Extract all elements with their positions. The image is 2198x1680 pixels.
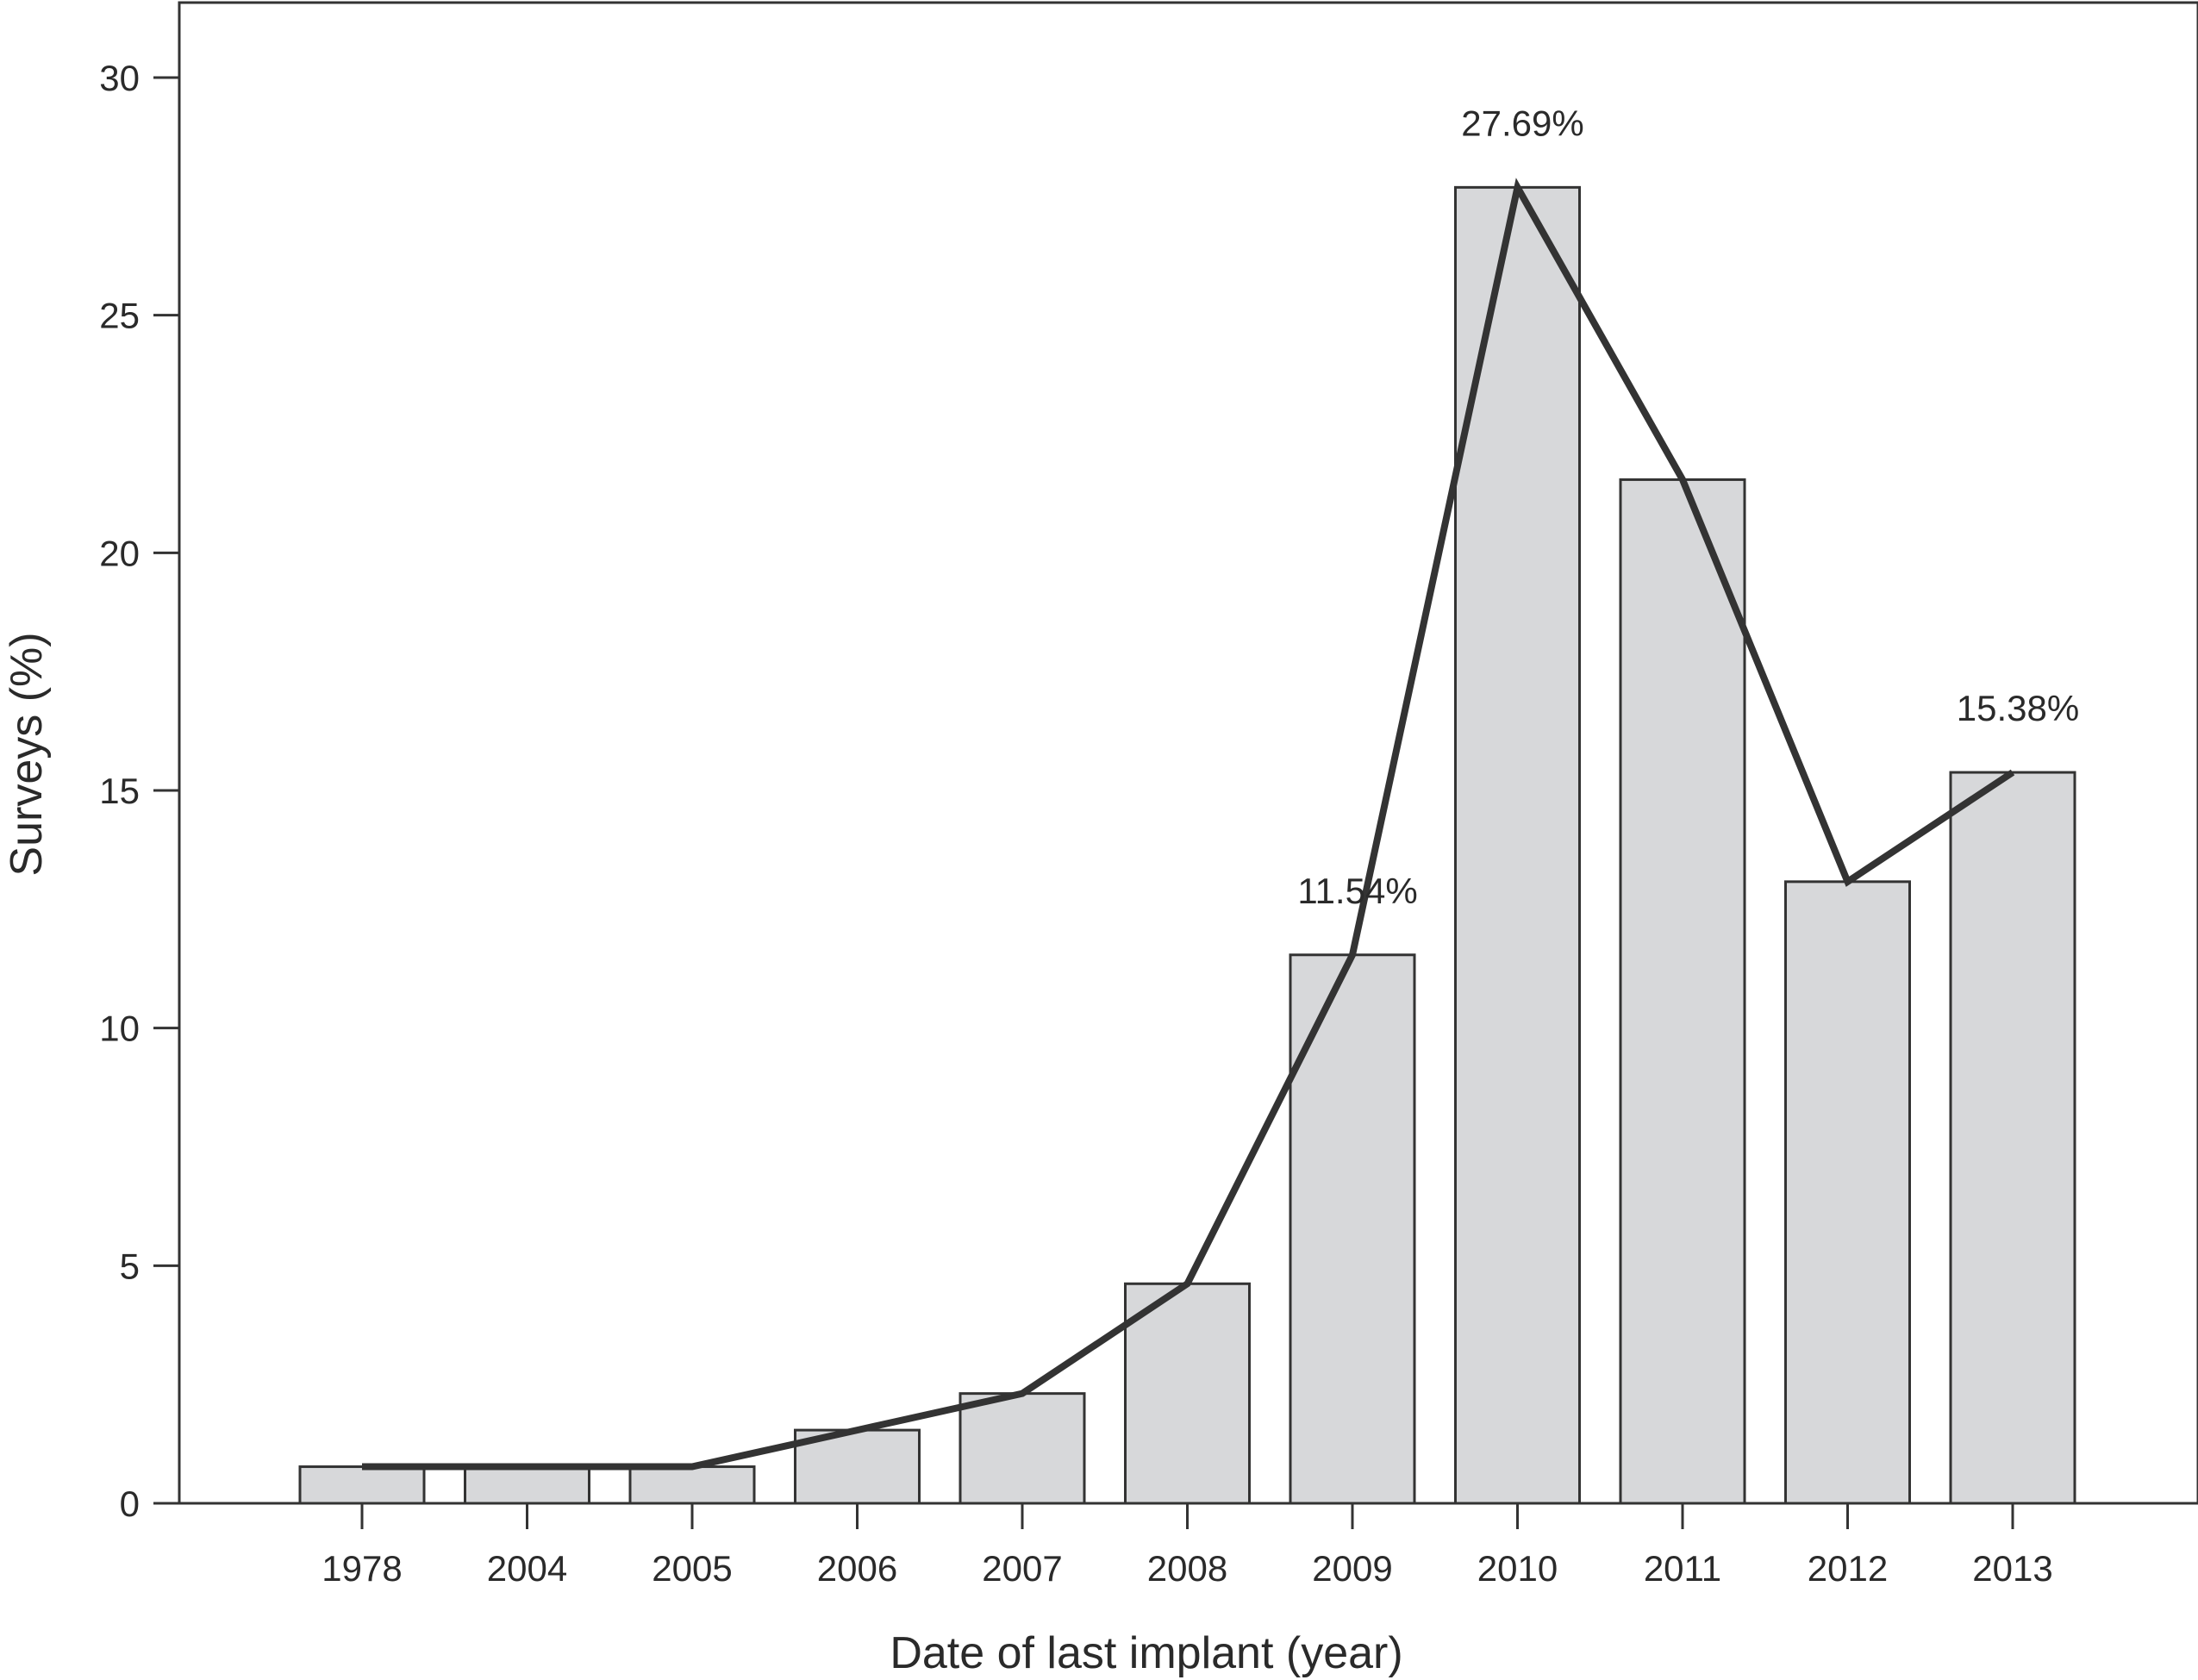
x-axis-title: Date of last implant (year) — [890, 1628, 1402, 1678]
x-tick-label: 2009 — [1312, 1548, 1392, 1589]
y-tick-label: 25 — [99, 296, 140, 336]
data-labels: 11.54% 27.69% 15.38% — [1297, 103, 2079, 910]
x-axis: 1978 2004 2005 2006 2007 2008 2009 2010 2011 2012… — [322, 1503, 2053, 1589]
y-tick-label: 30 — [99, 58, 140, 98]
y-tick-label: 10 — [99, 1009, 140, 1049]
data-label: 11.54% — [1297, 871, 1417, 911]
x-tick-label: 2012 — [1808, 1548, 1888, 1589]
bar — [1949, 771, 2076, 1505]
bar — [1124, 1282, 1251, 1505]
data-label: 15.38% — [1957, 688, 2079, 728]
bar — [628, 1465, 756, 1505]
y-tick-label: 0 — [120, 1483, 140, 1524]
data-label: 27.69% — [1461, 103, 1583, 143]
y-axis: 0 5 10 15 20 25 30 — [99, 58, 179, 1524]
x-tick-label: 2010 — [1477, 1548, 1558, 1589]
bar — [1454, 185, 1581, 1505]
x-tick-label: 2006 — [817, 1548, 897, 1589]
x-tick-label: 2011 — [1644, 1548, 1721, 1589]
bar — [1784, 880, 1911, 1505]
x-tick-label: 2005 — [652, 1548, 732, 1589]
y-axis-title: Surveys (%) — [2, 632, 52, 876]
bar — [298, 1465, 426, 1505]
x-tick-label: 2013 — [1972, 1548, 2052, 1589]
y-tick-label: 20 — [99, 533, 140, 573]
trend-line — [362, 178, 2015, 1471]
x-tick-label: 2007 — [982, 1548, 1062, 1589]
bar — [1619, 478, 1746, 1505]
bar — [959, 1392, 1086, 1505]
line-layer — [362, 178, 2015, 1471]
bars — [298, 185, 2076, 1505]
x-tick-label: 2008 — [1147, 1548, 1227, 1589]
x-tick-label: 2004 — [487, 1548, 567, 1589]
y-tick-label: 5 — [120, 1246, 140, 1286]
bar — [1289, 953, 1416, 1505]
y-tick-label: 15 — [99, 771, 140, 811]
x-tick-label: 1978 — [322, 1548, 402, 1589]
bar — [464, 1465, 590, 1505]
